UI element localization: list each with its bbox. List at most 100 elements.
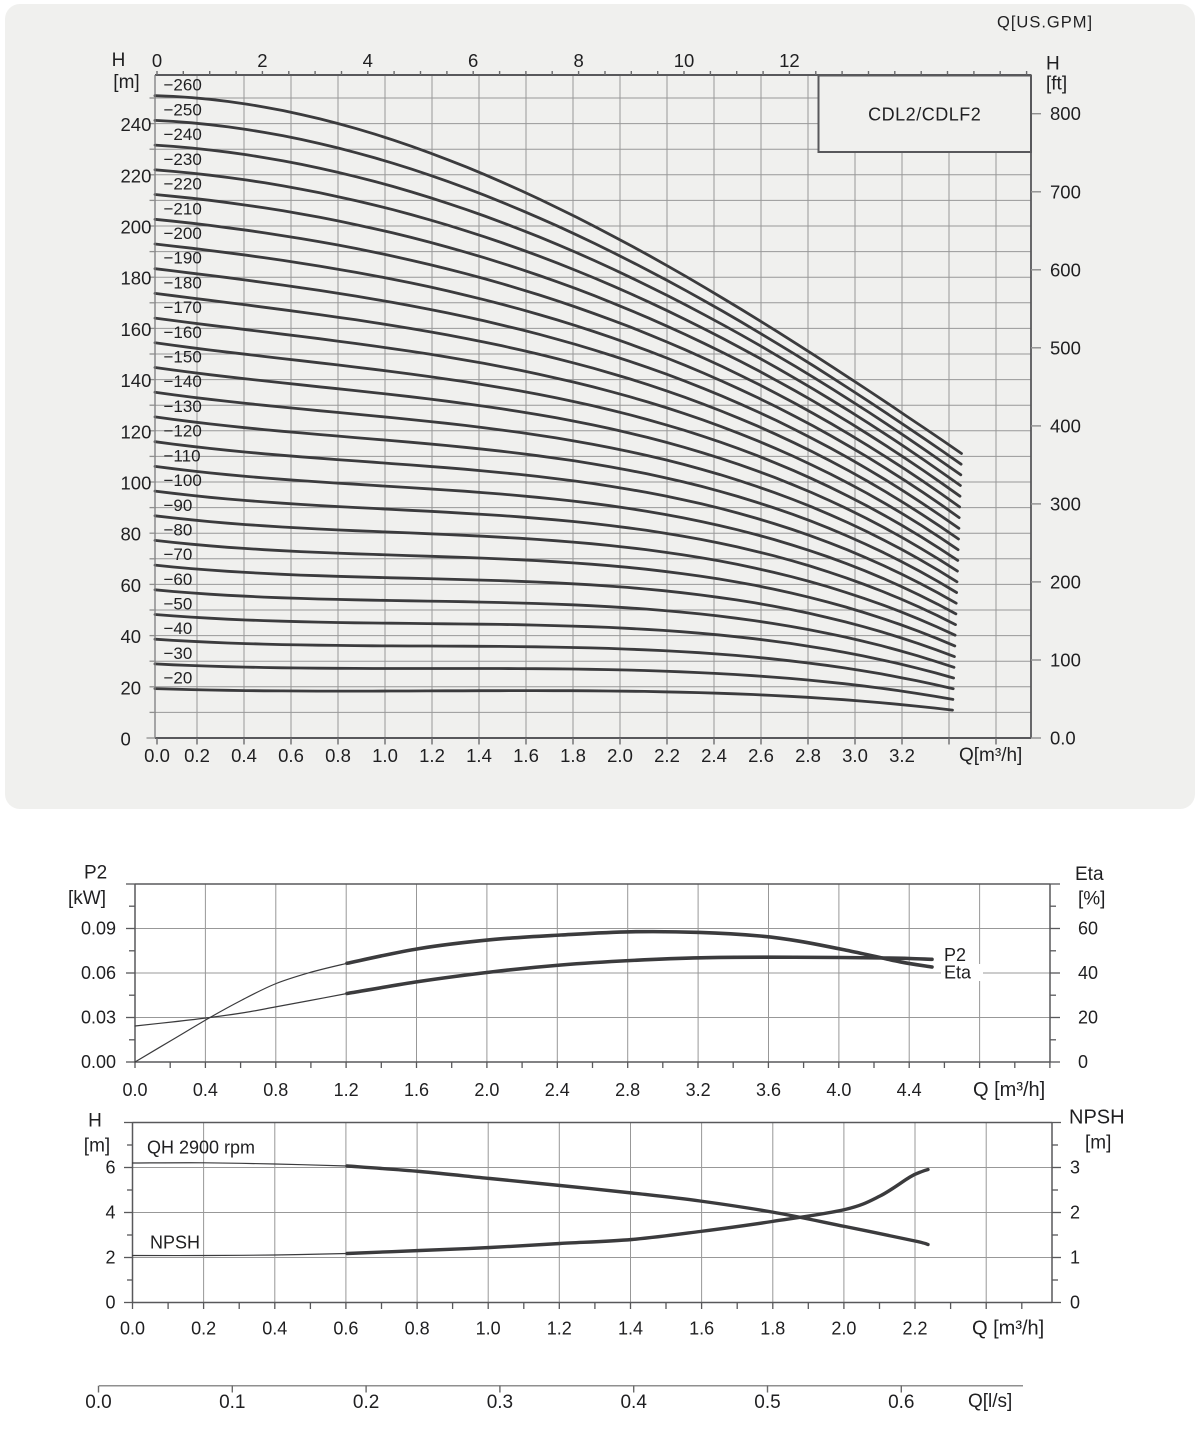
svg-text:60: 60 <box>1078 919 1098 939</box>
svg-text:4: 4 <box>363 50 373 71</box>
svg-text:800: 800 <box>1050 103 1081 124</box>
svg-text:40: 40 <box>121 626 142 647</box>
svg-text:H: H <box>1046 54 1060 75</box>
svg-text:1.6: 1.6 <box>689 1319 714 1339</box>
svg-text:QH 2900 rpm: QH 2900 rpm <box>147 1138 255 1158</box>
svg-text:12: 12 <box>779 50 800 71</box>
svg-text:0.00: 0.00 <box>81 1052 116 1072</box>
svg-text:6: 6 <box>468 50 478 71</box>
svg-text:0.0: 0.0 <box>85 1392 111 1413</box>
svg-text:0.8: 0.8 <box>405 1319 430 1339</box>
svg-text:2: 2 <box>257 50 267 71</box>
svg-text:[kW]: [kW] <box>68 888 106 909</box>
svg-text:−120: −120 <box>164 422 202 441</box>
svg-text:[m]: [m] <box>113 72 139 93</box>
svg-text:0.4: 0.4 <box>231 745 257 766</box>
svg-text:2.0: 2.0 <box>831 1319 856 1339</box>
svg-text:P2: P2 <box>944 945 966 965</box>
svg-text:0.0: 0.0 <box>144 745 170 766</box>
svg-text:[ft]: [ft] <box>1046 74 1067 95</box>
svg-text:0.3: 0.3 <box>487 1392 513 1413</box>
svg-text:0: 0 <box>1078 1052 1088 1072</box>
svg-text:−160: −160 <box>164 323 202 342</box>
svg-text:0.5: 0.5 <box>754 1392 780 1413</box>
svg-text:3.2: 3.2 <box>686 1080 711 1100</box>
svg-text:0.06: 0.06 <box>81 963 116 983</box>
svg-text:2: 2 <box>105 1248 115 1268</box>
svg-text:−90: −90 <box>164 496 193 515</box>
svg-text:−50: −50 <box>164 595 193 614</box>
svg-text:0.6: 0.6 <box>333 1319 358 1339</box>
svg-text:−20: −20 <box>164 669 193 688</box>
svg-text:0: 0 <box>105 1293 115 1313</box>
svg-text:[m]: [m] <box>84 1136 110 1157</box>
svg-text:0.0: 0.0 <box>1050 728 1076 749</box>
svg-text:0.4: 0.4 <box>620 1392 647 1413</box>
svg-text:Q[US.GPM]: Q[US.GPM] <box>997 14 1093 32</box>
svg-text:160: 160 <box>121 319 152 340</box>
svg-text:300: 300 <box>1050 493 1081 514</box>
svg-text:−250: −250 <box>164 100 202 119</box>
svg-text:0.4: 0.4 <box>193 1080 218 1100</box>
svg-text:0.2: 0.2 <box>184 745 210 766</box>
svg-text:4: 4 <box>105 1203 115 1223</box>
svg-text:−170: −170 <box>164 298 202 317</box>
svg-text:0.1: 0.1 <box>219 1392 245 1413</box>
svg-text:6: 6 <box>105 1158 115 1178</box>
svg-text:−110: −110 <box>164 446 201 465</box>
svg-text:−240: −240 <box>164 125 202 144</box>
svg-text:Eta: Eta <box>944 963 972 983</box>
svg-text:2.0: 2.0 <box>474 1080 499 1100</box>
svg-text:3.2: 3.2 <box>889 745 915 766</box>
svg-text:240: 240 <box>121 114 152 135</box>
svg-text:1: 1 <box>1070 1248 1080 1268</box>
svg-text:2.2: 2.2 <box>902 1319 927 1339</box>
svg-text:−210: −210 <box>164 199 202 218</box>
svg-text:10: 10 <box>674 50 695 71</box>
svg-text:0.2: 0.2 <box>191 1319 216 1339</box>
svg-text:NPSH: NPSH <box>1069 1107 1125 1129</box>
svg-text:3.0: 3.0 <box>842 745 868 766</box>
svg-text:2.6: 2.6 <box>748 745 774 766</box>
svg-text:−180: −180 <box>164 273 202 292</box>
svg-text:2.2: 2.2 <box>654 745 680 766</box>
svg-text:CDL2/CDLF2: CDL2/CDLF2 <box>868 105 981 125</box>
svg-text:0.8: 0.8 <box>263 1080 288 1100</box>
svg-text:[m]: [m] <box>1085 1133 1111 1154</box>
svg-text:100: 100 <box>121 473 152 494</box>
svg-text:−230: −230 <box>164 150 202 169</box>
svg-text:Q [m³/h]: Q [m³/h] <box>972 1318 1044 1340</box>
svg-text:4.4: 4.4 <box>897 1080 922 1100</box>
svg-text:2: 2 <box>1070 1203 1080 1223</box>
svg-text:8: 8 <box>573 50 583 71</box>
svg-text:P2: P2 <box>84 863 107 884</box>
svg-text:−130: −130 <box>164 397 202 416</box>
svg-text:2.4: 2.4 <box>545 1080 570 1100</box>
svg-text:−40: −40 <box>164 619 193 638</box>
svg-text:180: 180 <box>121 268 152 289</box>
svg-text:1.8: 1.8 <box>560 745 586 766</box>
svg-text:1.2: 1.2 <box>419 745 445 766</box>
svg-text:−30: −30 <box>164 644 193 663</box>
svg-text:200: 200 <box>121 217 152 238</box>
svg-text:Q[l/s]: Q[l/s] <box>968 1391 1012 1412</box>
svg-text:0: 0 <box>1070 1293 1080 1313</box>
svg-text:Eta: Eta <box>1075 864 1104 885</box>
svg-text:140: 140 <box>121 370 152 391</box>
svg-text:200: 200 <box>1050 571 1081 592</box>
svg-text:1.2: 1.2 <box>547 1319 572 1339</box>
svg-text:1.2: 1.2 <box>334 1080 359 1100</box>
svg-text:2.0: 2.0 <box>607 745 633 766</box>
svg-text:−190: −190 <box>164 249 202 268</box>
svg-text:1.4: 1.4 <box>618 1319 643 1339</box>
svg-text:3.6: 3.6 <box>756 1080 781 1100</box>
svg-text:Q [m³/h]: Q [m³/h] <box>973 1079 1045 1101</box>
svg-text:2.8: 2.8 <box>615 1080 640 1100</box>
svg-text:20: 20 <box>121 677 142 698</box>
svg-text:1.6: 1.6 <box>404 1080 429 1100</box>
svg-text:220: 220 <box>121 165 152 186</box>
svg-text:NPSH: NPSH <box>150 1233 200 1253</box>
svg-text:1.6: 1.6 <box>513 745 539 766</box>
svg-text:0.09: 0.09 <box>81 919 116 939</box>
svg-text:400: 400 <box>1050 415 1081 436</box>
